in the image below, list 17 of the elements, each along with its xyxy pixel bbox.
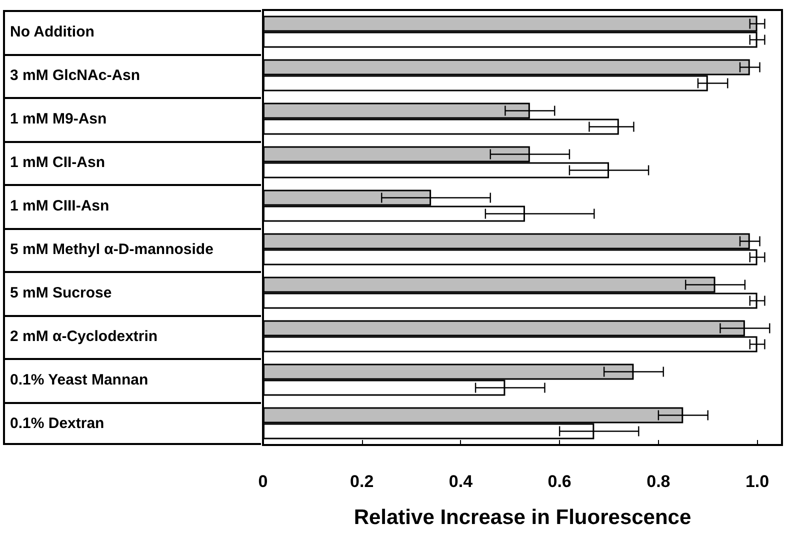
y-tick-label: 0.1% Dextran: [10, 414, 104, 432]
x-tick-label: 1.0: [745, 472, 770, 491]
x-tick-label: 0: [258, 472, 268, 491]
y-tick-label: 2 mM α-Cyclodextrin: [10, 328, 158, 345]
y-tick-label: 1 mM CIII-Asn: [10, 197, 110, 214]
y-tick-label: 3 mM GlcNAc-Asn: [10, 66, 140, 84]
y-tick-label: 1 mM CII-Asn: [10, 154, 106, 171]
x-tick-label: 0.8: [646, 472, 670, 491]
y-tick-label: 0.1% Yeast Mannan: [10, 371, 148, 388]
x-tick-label: 0.4: [448, 472, 474, 491]
x-tick-label: 0.2: [350, 472, 374, 491]
x-tick-label: 0.6: [548, 472, 572, 491]
y-tick-label: No Addition: [10, 23, 94, 40]
y-tick-label: 5 mM Methyl α-D-mannoside: [10, 240, 214, 258]
x-axis-title: Relative Increase in Fluorescence: [354, 506, 692, 529]
y-tick-label: 1 mM M9-Asn: [10, 110, 107, 128]
y-tick-label: 5 mM Sucrose: [10, 284, 112, 302]
